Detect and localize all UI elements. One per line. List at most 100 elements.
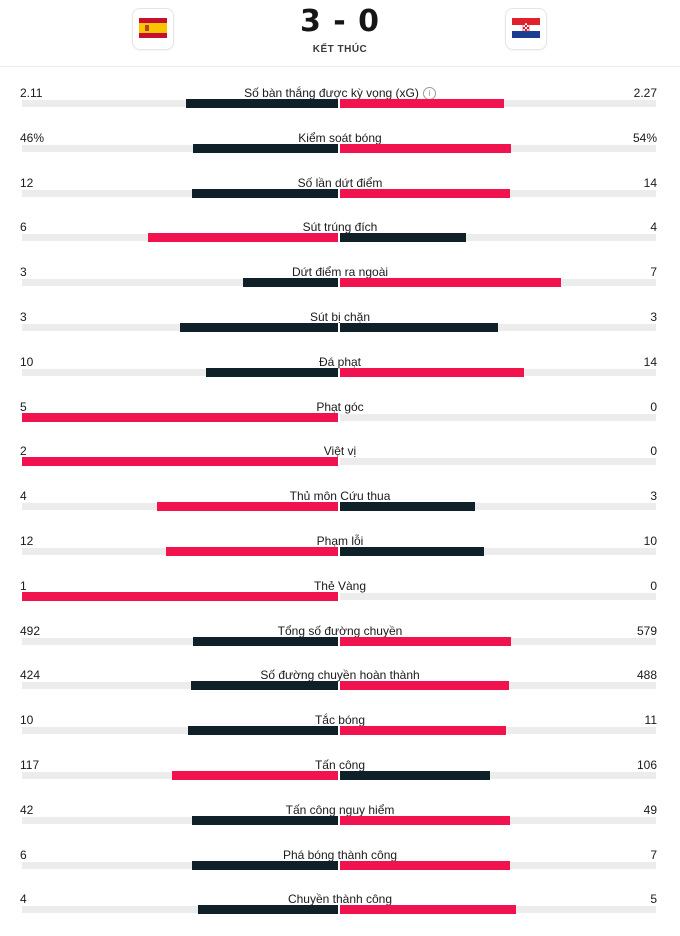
stat-label-text: Số đường chuyền hoàn thành [260,668,420,683]
stat-home-bar [22,412,338,422]
stat-home-bar [166,547,338,556]
stat-away-value: 14 [643,175,657,190]
stat-home-track [22,502,338,512]
stat-home-value: 5 [20,399,27,414]
spain-flag-icon[interactable] [133,9,173,49]
stat-home-value: 2 [20,444,27,459]
stat-home-value: 6 [20,220,27,235]
stat-label-text: Tắc bóng [314,713,366,728]
stat-home-value: 424 [20,668,41,683]
stat-label-text: Tấn công [314,758,366,772]
stat-label-text: Dứt điểm ra ngoài [291,265,389,280]
stat-home-bar [186,99,338,108]
stat-label-text: Phá bóng thành công [282,847,398,862]
stat-home-value: 3 [20,265,27,280]
stat-away-bar [340,278,561,288]
stat-away-track [340,458,656,466]
stat-away-value: 0 [650,399,657,414]
stat-home-track [22,99,338,108]
stat-label-text: Tổng số đường chuyền [277,623,403,638]
stat-row: 117 Tấn công 106 [0,758,680,802]
stat-label: Thủ môn Cứu thua [0,489,680,503]
stat-away-track [340,413,656,421]
stat-away-bar [340,502,475,512]
stat-home-value: 492 [20,623,41,638]
stat-home-bar [157,502,338,512]
stat-away-value: 7 [650,847,657,862]
stat-away-value: 4 [650,220,657,235]
stat-home-track [22,636,338,646]
stat-away-bar [340,815,510,825]
stat-home-bar [243,278,338,288]
stat-home-track [22,860,338,870]
stat-label-text: Sút trúng đích [302,220,378,235]
stat-home-track [22,323,338,332]
stat-away-bar [340,188,510,198]
stat-home-track [22,815,338,825]
match-header: 3 - 0 KẾT THÚC [0,0,680,66]
stat-home-bar [198,905,338,915]
stat-home-value: 6 [20,847,27,862]
stat-label: Phạm lỗi [0,534,680,548]
stat-away-value: 10 [643,534,657,548]
stat-home-value: 4 [20,489,27,504]
stat-home-track [22,591,338,601]
stat-row: 492 Tổng số đường chuyền 579 [0,624,680,668]
stat-away-value: 0 [650,444,657,459]
stat-home-value: 12 [20,175,34,190]
stat-away-value: 49 [643,802,657,817]
stat-away-value: 2.27 [633,86,657,100]
stat-away-track [340,681,656,691]
stat-label-text: Số bàn thắng được kỳ vọng (xG) [244,86,419,100]
stat-home-value: 10 [20,713,34,728]
stat-label-text: Đá phạt [318,354,362,369]
stat-label: Thẻ Vàng [0,579,680,593]
stat-away-value: 54% [632,130,657,145]
croatia-flag-icon[interactable] [506,9,546,49]
stat-label-text: Sút bị chặn [309,310,371,324]
stat-row: 4 Thủ môn Cứu thua 3 [0,489,680,533]
stat-row: 3 Sút bị chặn 3 [0,310,680,354]
stat-row: 2 Việt vị 0 [0,444,680,488]
stat-away-value: 7 [650,265,657,280]
stat-away-value: 0 [650,578,657,593]
stat-away-track [340,99,656,108]
stat-label-text: Kiểm soát bóng [298,130,382,145]
stat-home-value: 2.11 [20,86,43,100]
stat-home-bar [206,367,338,377]
stat-away-track [340,502,656,512]
stat-away-track [340,592,656,600]
stat-home-bar [191,681,338,691]
stat-home-value: 46% [20,130,45,145]
stat-home-track [22,771,338,780]
stat-label-text: Chuyền thành công [287,892,393,907]
stat-row: 5 Phạt góc 0 [0,400,680,444]
stat-label: Tắc bóng [0,713,680,727]
stat-label-text: Thẻ Vàng [313,578,367,593]
match-score: 3 - 0 [299,4,381,39]
stat-home-track [22,905,338,915]
stat-away-track [340,547,656,556]
stat-label-text: Số lần dứt điểm [297,175,383,190]
stat-home-track [22,726,338,736]
stat-home-bar [22,457,338,467]
stat-away-track [340,278,656,288]
stat-home-value: 1 [20,578,27,593]
stat-row: 6 Phá bóng thành công 7 [0,848,680,892]
stat-away-bar [340,323,498,332]
stat-home-track [22,367,338,377]
stat-home-track [22,412,338,422]
stat-away-track [340,233,656,243]
stat-home-bar [148,233,338,243]
stat-home-track [22,547,338,556]
stat-away-bar [340,905,516,915]
stat-away-track [340,143,656,153]
stat-away-track [340,188,656,198]
stat-row: 42 Tấn công nguy hiểm 49 [0,803,680,847]
stat-label: Tấn công nguy hiểm [0,803,680,817]
stat-row: 6 Sút trúng đích 4 [0,220,680,264]
stat-row: 12 Số lần dứt điểm 14 [0,176,680,220]
stat-row: 2.11 Số bàn thắng được kỳ vọng (xG) i 2.27 [0,86,680,130]
stat-label-text: Việt vị [323,444,357,459]
stat-home-value: 42 [20,802,34,817]
